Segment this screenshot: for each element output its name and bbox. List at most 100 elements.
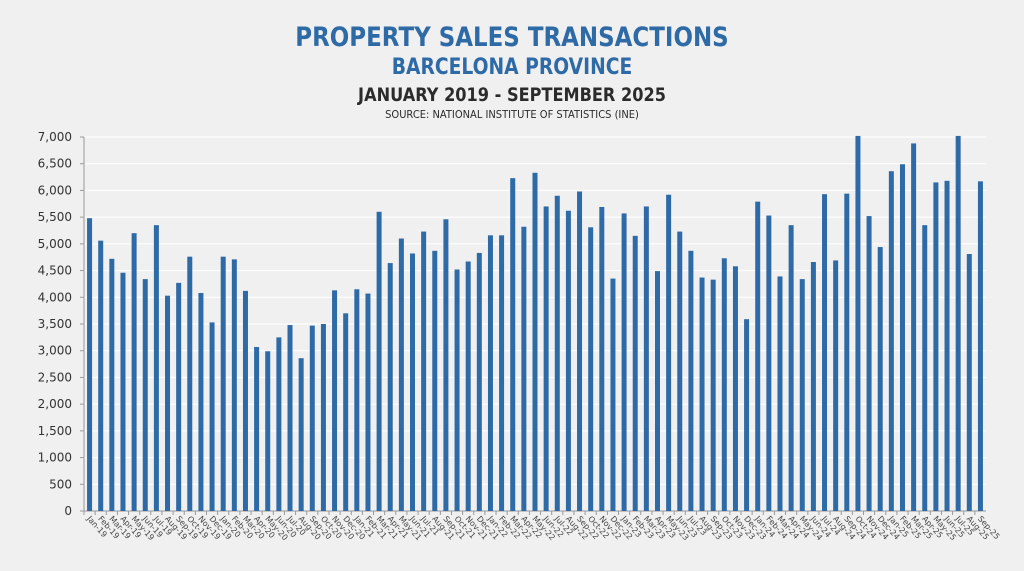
y-tick-label: 4,000 — [38, 290, 72, 304]
bar-apr-19 — [120, 272, 126, 511]
y-tick-label: 6,500 — [38, 157, 72, 171]
bar-jun-21 — [410, 253, 416, 511]
bar-sep-20 — [309, 325, 315, 511]
bar-nov-22 — [599, 206, 605, 511]
y-tick-label: 2,500 — [38, 370, 72, 384]
bar-dec-20 — [343, 313, 349, 511]
bar-jan-25 — [888, 171, 894, 512]
bar-mar-20 — [242, 290, 248, 511]
bar-oct-19 — [187, 256, 193, 511]
y-tick-label: 1,000 — [38, 451, 72, 465]
bar-oct-22 — [588, 227, 594, 511]
bar-sep-23 — [710, 279, 716, 511]
bar-jun-19 — [142, 279, 148, 511]
bar-apr-25 — [922, 225, 928, 511]
bar-mar-21 — [376, 211, 382, 512]
bar-jul-25 — [955, 135, 961, 511]
bar-sep-25 — [977, 181, 983, 512]
bar-may-20 — [265, 351, 271, 511]
bar-aug-19 — [165, 295, 171, 511]
y-tick-label: 3,000 — [38, 344, 72, 358]
y-tick-label: 500 — [49, 477, 72, 491]
bar-jan-24 — [755, 201, 761, 512]
bar-may-19 — [131, 233, 137, 511]
bar-dec-19 — [209, 322, 215, 511]
bar-jun-22 — [543, 206, 549, 511]
bar-jan-21 — [354, 289, 360, 511]
bar-nov-20 — [332, 290, 338, 511]
bar-sep-21 — [443, 219, 449, 511]
bar-mar-22 — [510, 178, 516, 511]
bar-feb-21 — [365, 293, 371, 511]
y-tick-label: 1,500 — [38, 424, 72, 438]
bar-jun-25 — [944, 180, 950, 511]
bar-oct-21 — [454, 269, 460, 511]
bar-may-21 — [398, 238, 404, 511]
bar-jul-23 — [688, 250, 694, 511]
bar-jun-24 — [810, 262, 816, 511]
bar-jul-24 — [822, 194, 828, 511]
bar-jan-23 — [621, 213, 627, 511]
bar-apr-23 — [654, 271, 660, 511]
bar-nov-21 — [465, 261, 471, 511]
bar-dec-23 — [744, 319, 750, 511]
bar-aug-21 — [432, 250, 438, 511]
bar-feb-23 — [632, 235, 638, 512]
bar-mar-23 — [643, 206, 649, 511]
chart-title: PROPERTY SALES TRANSACTIONS — [295, 22, 729, 53]
bar-jan-20 — [220, 256, 226, 511]
y-tick-label: 7,000 — [38, 130, 72, 144]
bar-oct-20 — [320, 324, 326, 511]
bar-jul-22 — [554, 195, 560, 511]
bar-sep-19 — [176, 282, 182, 511]
bar-dec-21 — [476, 252, 482, 511]
y-tick-label: 0 — [64, 504, 72, 518]
bar-nov-23 — [732, 266, 738, 511]
bar-feb-22 — [499, 235, 505, 511]
bar-nov-24 — [866, 216, 872, 511]
bar-jan-19 — [87, 218, 93, 511]
bar-nov-19 — [198, 293, 204, 511]
bar-feb-25 — [899, 164, 905, 511]
bar-aug-24 — [833, 260, 839, 511]
bar-aug-23 — [699, 277, 705, 511]
bar-mar-25 — [911, 143, 917, 511]
bar-aug-25 — [966, 254, 972, 511]
bar-jul-20 — [287, 325, 293, 511]
chart-subtitle: BARCELONA PROVINCE — [391, 55, 633, 80]
bar-aug-22 — [565, 210, 571, 511]
bar-mar-24 — [777, 276, 783, 511]
bar-apr-24 — [788, 225, 794, 511]
bar-may-22 — [532, 172, 538, 511]
bar-feb-19 — [98, 240, 104, 511]
bar-may-24 — [799, 279, 805, 511]
bar-mar-19 — [109, 258, 115, 511]
bar-apr-20 — [254, 346, 260, 511]
bar-jun-23 — [677, 231, 683, 511]
bar-jul-19 — [153, 225, 159, 511]
bar-apr-22 — [521, 226, 527, 511]
y-tick-label: 5,000 — [38, 237, 72, 251]
bar-apr-21 — [387, 263, 393, 511]
bar-aug-20 — [298, 358, 304, 511]
bar-dec-24 — [877, 247, 883, 511]
bar-jan-22 — [487, 235, 493, 511]
bar-oct-24 — [855, 135, 861, 511]
bar-may-25 — [933, 182, 939, 511]
bar-jun-20 — [276, 337, 282, 511]
y-tick-label: 5,500 — [38, 210, 72, 224]
y-tick-label: 6,000 — [38, 183, 72, 197]
y-tick-label: 2,000 — [38, 397, 72, 411]
y-tick-label: 4,500 — [38, 264, 72, 278]
bar-may-23 — [666, 194, 672, 511]
chart-titles: PROPERTY SALES TRANSACTIONS BARCELONA PR… — [0, 22, 1024, 122]
bar-sep-22 — [577, 191, 583, 512]
bar-dec-22 — [610, 278, 616, 511]
y-tick-label: 3,500 — [38, 317, 72, 331]
bar-feb-20 — [231, 259, 237, 511]
bar-oct-23 — [721, 258, 727, 511]
chart-source: SOURCE: NATIONAL INSTITUTE OF STATISTICS… — [385, 108, 639, 121]
bar-sep-24 — [844, 193, 850, 512]
bar-feb-24 — [766, 215, 772, 512]
